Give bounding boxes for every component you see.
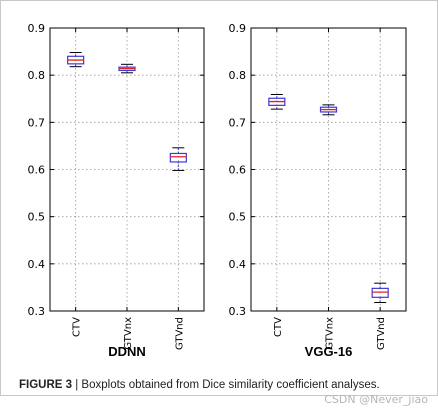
- figure-frame: [0, 0, 438, 396]
- panel-label: VGG-16: [305, 344, 353, 359]
- x-tick-label: GTVnx: [123, 317, 134, 350]
- caption-label: FIGURE 3: [19, 379, 73, 391]
- y-tick-label: 0.7: [229, 116, 247, 129]
- y-tick-label: 0.6: [229, 164, 247, 177]
- x-tick-label: CTV: [273, 317, 284, 337]
- y-tick-label: 0.3: [229, 305, 247, 318]
- x-tick-label: GTVnd: [376, 317, 387, 350]
- y-tick-label: 0.4: [229, 258, 247, 271]
- box-ctv: [67, 52, 85, 68]
- y-tick-label: 0.3: [28, 305, 46, 318]
- y-tick-label: 0.6: [28, 164, 46, 177]
- panel-label: DDNN: [108, 344, 146, 359]
- y-tick-label: 0.8: [229, 69, 247, 82]
- y-tick-label: 0.7: [28, 116, 46, 129]
- x-tick-label: CTV: [72, 317, 83, 337]
- box-gtvnd: [371, 282, 389, 304]
- gridlines: [251, 27, 406, 312]
- y-tick-label: 0.5: [229, 211, 247, 224]
- figure-caption: FIGURE 3 | Boxplots obtained from Dice s…: [19, 379, 380, 391]
- box-iqr: [169, 152, 187, 163]
- y-tick-label: 0.5: [28, 211, 46, 224]
- y-tick-label: 0.9: [229, 22, 247, 35]
- box-iqr: [371, 287, 389, 298]
- y-tick-label: 0.4: [28, 258, 46, 271]
- y-tick-label: 0.8: [28, 69, 46, 82]
- boxplot-panel-ddnn: 0.3 0.4 0.5 0.6 0.7 0.8 0.9 CTV GTVnx GTVnd DDNN: [28, 22, 205, 359]
- box-ctv: [268, 94, 286, 110]
- x-tick-label: GTVnx: [325, 317, 336, 350]
- boxplot-panel-vgg-16: 0.3 0.4 0.5 0.6 0.7 0.8 0.9 CTV GTVnx GTVnd VGG-16: [229, 22, 407, 359]
- box-gtvnx: [118, 63, 136, 74]
- x-tick-label: GTVnd: [174, 317, 185, 350]
- box-gtvnd: [169, 147, 187, 171]
- caption-text: | Boxplots obtained from Dice similarity…: [72, 379, 380, 391]
- watermark: CSDN @Never_jiao: [324, 393, 428, 406]
- y-tick-label: 0.9: [28, 22, 46, 35]
- box-gtvnx: [319, 104, 338, 116]
